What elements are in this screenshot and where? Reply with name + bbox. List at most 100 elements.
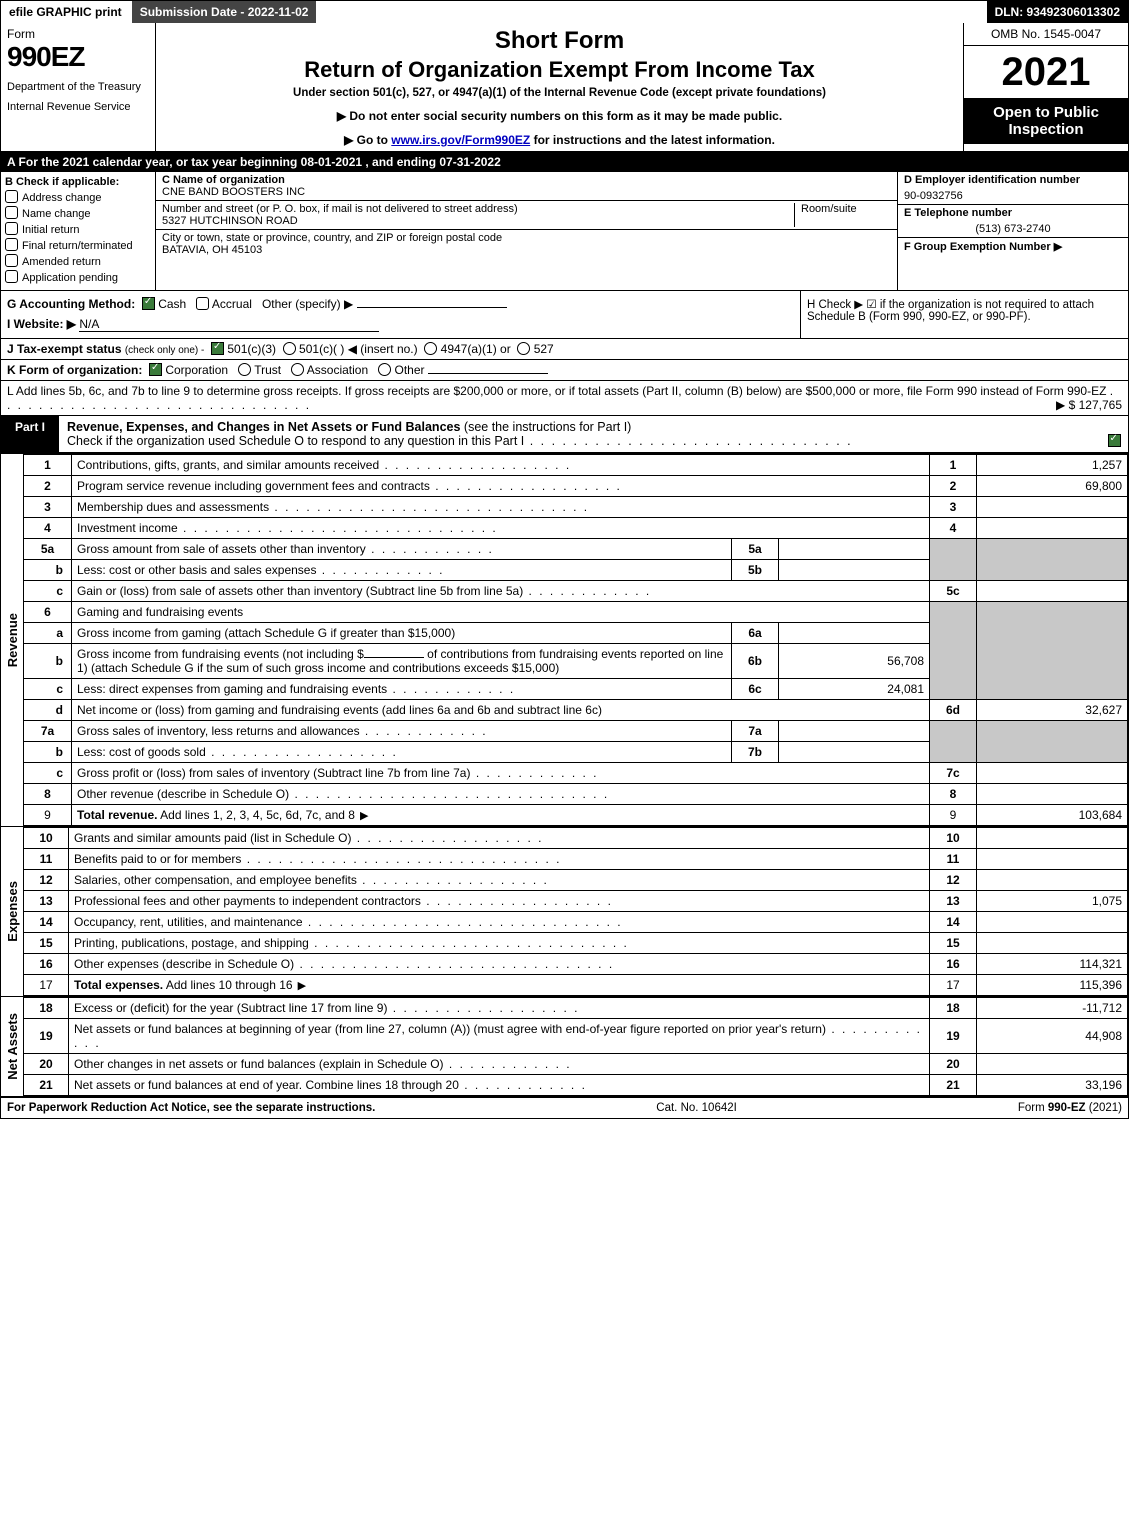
- line-12-desc: Salaries, other compensation, and employ…: [74, 873, 357, 887]
- e-label: E Telephone number: [898, 204, 1128, 221]
- line-6a: aGross income from gaming (attach Schedu…: [24, 623, 1128, 644]
- line-10-desc: Grants and similar amounts paid (list in…: [74, 831, 351, 845]
- form-ref: Form 990-EZ (2021): [1018, 1102, 1122, 1114]
- checkbox-icon: [5, 238, 18, 251]
- part1-end-check: [1100, 416, 1128, 452]
- line-11-desc: Benefits paid to or for members: [74, 852, 241, 866]
- line-18: 18Excess or (deficit) for the year (Subt…: [24, 998, 1128, 1019]
- tax-year: 2021: [964, 46, 1128, 98]
- cb-final-return[interactable]: Final return/terminated: [5, 238, 151, 252]
- cb-amended-return[interactable]: Amended return: [5, 254, 151, 268]
- line-7a: 7aGross sales of inventory, less returns…: [24, 721, 1128, 742]
- k-other-line: [428, 373, 548, 374]
- j-501c3: 501(c)(3): [227, 342, 276, 356]
- line-3-desc: Membership dues and assessments: [77, 500, 269, 514]
- line-6d-amt: 32,627: [977, 700, 1128, 721]
- cb-application-pending[interactable]: Application pending: [5, 270, 151, 284]
- gh-row: G Accounting Method: Cash Accrual Other …: [1, 291, 1128, 339]
- website-line: I Website: ▶ N/A: [7, 317, 794, 332]
- top-bar: efile GRAPHIC print Submission Date - 20…: [1, 1, 1128, 23]
- radio-icon[interactable]: [283, 342, 296, 355]
- l-line: L Add lines 5b, 6c, and 7b to line 9 to …: [1, 381, 1128, 416]
- form-ref-bold: 990-EZ: [1048, 1102, 1086, 1114]
- line-13-amt: 1,075: [977, 891, 1128, 912]
- radio-icon[interactable]: [378, 363, 391, 376]
- checkbox-checked-icon[interactable]: [1108, 434, 1121, 447]
- line-14: 14Occupancy, rent, utilities, and mainte…: [24, 912, 1128, 933]
- line-5b-desc: Less: cost or other basis and sales expe…: [77, 563, 316, 577]
- dots-icon: [351, 831, 543, 845]
- expenses-table: 10Grants and similar amounts paid (list …: [24, 827, 1128, 996]
- line-8-desc: Other revenue (describe in Schedule O): [77, 787, 289, 801]
- efile-print-label[interactable]: efile GRAPHIC print: [1, 1, 132, 23]
- dots-icon: [303, 915, 623, 929]
- page-footer: For Paperwork Reduction Act Notice, see …: [1, 1096, 1128, 1118]
- line-11-amt: [977, 849, 1128, 870]
- line-10: 10Grants and similar amounts paid (list …: [24, 828, 1128, 849]
- form-title: Return of Organization Exempt From Incom…: [164, 57, 955, 83]
- line-15: 15Printing, publications, postage, and s…: [24, 933, 1128, 954]
- radio-icon[interactable]: [238, 363, 251, 376]
- line-21-desc: Net assets or fund balances at end of ye…: [74, 1078, 459, 1092]
- line-10-amt: [977, 828, 1128, 849]
- line-14-desc: Occupancy, rent, utilities, and maintena…: [74, 915, 303, 929]
- line-5c: cGain or (loss) from sale of assets othe…: [24, 581, 1128, 602]
- line-6c-desc: Less: direct expenses from gaming and fu…: [77, 682, 387, 696]
- line-8: 8Other revenue (describe in Schedule O)8: [24, 784, 1128, 805]
- j-line: J Tax-exempt status (check only one) - 5…: [1, 339, 1128, 360]
- checkbox-checked-icon[interactable]: [142, 297, 155, 310]
- topbar-spacer: [318, 1, 986, 23]
- paperwork-notice: For Paperwork Reduction Act Notice, see …: [7, 1102, 375, 1114]
- line-2-amt: 69,800: [977, 476, 1128, 497]
- revenue-side: Revenue: [1, 454, 24, 826]
- l-amount: ▶ $ 127,765: [1056, 398, 1122, 412]
- checkbox-icon[interactable]: [196, 297, 209, 310]
- part1-title: Revenue, Expenses, and Changes in Net As…: [67, 420, 460, 434]
- line-6b-desc1: Gross income from fundraising events (no…: [77, 647, 364, 661]
- k-other: Other: [395, 363, 425, 377]
- radio-icon[interactable]: [424, 342, 437, 355]
- expenses-side-label: Expenses: [3, 877, 22, 946]
- g-cash: Cash: [158, 297, 186, 311]
- j-501c: 501(c)( ) ◀ (insert no.): [299, 342, 418, 356]
- part1-title-note: (see the instructions for Part I): [460, 420, 631, 434]
- checkbox-icon: [5, 222, 18, 235]
- checkbox-checked-icon[interactable]: [149, 363, 162, 376]
- line-7a-val: [779, 721, 930, 742]
- line-7b-desc: Less: cost of goods sold: [77, 745, 206, 759]
- line-5a: 5aGross amount from sale of assets other…: [24, 539, 1128, 560]
- line-9: 9Total revenue. Add lines 1, 2, 3, 4, 5c…: [24, 805, 1128, 826]
- cb-name-change[interactable]: Name change: [5, 206, 151, 220]
- radio-icon[interactable]: [291, 363, 304, 376]
- line-17-amt: 115,396: [977, 975, 1128, 996]
- line-8-amt: [977, 784, 1128, 805]
- line-1-amt: 1,257: [977, 455, 1128, 476]
- cb-address-change[interactable]: Address change: [5, 190, 151, 204]
- dots-icon: [421, 894, 613, 908]
- expenses-body: 10Grants and similar amounts paid (list …: [24, 827, 1128, 996]
- line-3-amt: [977, 497, 1128, 518]
- line-7c-desc: Gross profit or (loss) from sales of inv…: [77, 766, 470, 780]
- col-b: B Check if applicable: Address change Na…: [1, 172, 156, 290]
- radio-icon[interactable]: [517, 342, 530, 355]
- cb-initial-return[interactable]: Initial return: [5, 222, 151, 236]
- dots-icon: [524, 434, 852, 448]
- irs-link[interactable]: www.irs.gov/Form990EZ: [391, 133, 530, 147]
- dots-icon: [357, 873, 549, 887]
- line-18-desc: Excess or (deficit) for the year (Subtra…: [74, 1001, 387, 1015]
- org-name: CNE BAND BOOSTERS INC: [162, 186, 305, 198]
- line-2: 2Program service revenue including gover…: [24, 476, 1128, 497]
- ein-value: 90-0932756: [898, 188, 1128, 204]
- dots-icon: [459, 1078, 587, 1092]
- netassets-side: Net Assets: [1, 997, 24, 1096]
- dots-icon: [387, 1001, 579, 1015]
- checkbox-checked-icon[interactable]: [211, 342, 224, 355]
- form-subtitle: Under section 501(c), 527, or 4947(a)(1)…: [164, 87, 955, 99]
- line-7b-val: [779, 742, 930, 763]
- k-label: K Form of organization:: [7, 363, 142, 377]
- info-block: B Check if applicable: Address change Na…: [1, 172, 1128, 291]
- h-section: H Check ▶ ☑ if the organization is not r…: [800, 291, 1128, 338]
- revenue-side-label: Revenue: [3, 609, 22, 671]
- k-line: K Form of organization: Corporation Trus…: [1, 360, 1128, 381]
- line-17-bold: Total expenses.: [74, 978, 163, 992]
